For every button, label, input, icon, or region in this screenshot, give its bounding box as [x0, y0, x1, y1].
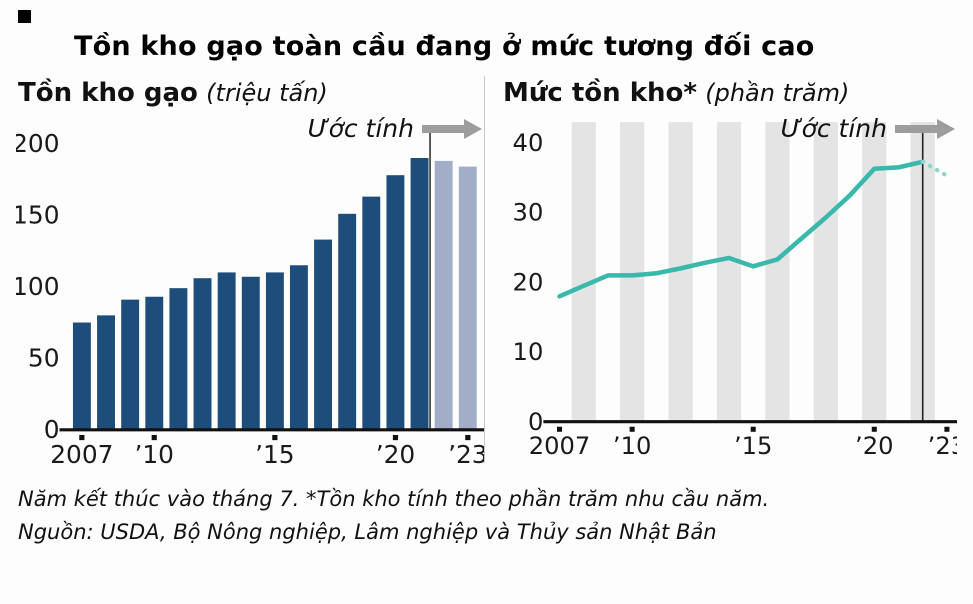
svg-text:’10: ’10	[134, 440, 174, 469]
svg-text:’15: ’15	[734, 432, 773, 460]
svg-text:10: 10	[513, 338, 544, 366]
stocks-heading-unit: (triệu tấn)	[206, 79, 328, 107]
svg-text:50: 50	[28, 344, 60, 373]
rice-stocks-bar-chart: 0 50 100 150 200 2007 ’10 ’15 ’20 ’23	[16, 128, 484, 469]
svg-text:’23: ’23	[448, 440, 484, 469]
svg-text:150: 150	[16, 201, 59, 230]
stock-level-heading-unit: (phần trăm)	[705, 79, 850, 107]
svg-text:40: 40	[513, 129, 544, 157]
svg-text:20: 20	[513, 268, 544, 296]
svg-text:0: 0	[528, 408, 543, 436]
stock-level-panel: Mức tồn kho* (phần trăm) Ước tính 0 10 20 3…	[485, 74, 957, 471]
stocks-chart-area: Ước tính 0 50 100 150 200 2007 ’10 ’15 ’20 ’23	[16, 114, 484, 471]
svg-text:’23: ’23	[928, 432, 957, 460]
stocks-heading-label: Tồn kho gạo	[18, 78, 198, 108]
svg-text:2007: 2007	[529, 432, 591, 460]
footnote-text: Năm kết thúc vào tháng 7. *Tồn kho tính …	[18, 487, 770, 512]
svg-text:’15: ’15	[255, 440, 294, 469]
panel-divider	[484, 76, 485, 464]
estimate-arrow-icon	[895, 118, 955, 139]
source-text: Nguồn: USDA, Bộ Nông nghiệp, Lâm nghiệp …	[18, 519, 717, 544]
chart-title: Tồn kho gạo toàn cầu đang ở mức tương đố…	[74, 31, 815, 62]
chart-panels: Tồn kho gạo (triệu tấn) Ước tính 0 50 100 1…	[16, 74, 957, 471]
corner-marker	[18, 10, 31, 23]
stock-level-chart-area: Ước tính 0 10 20 30 40 2007 ’10 ’15 ’20 ’23	[501, 114, 957, 462]
stocks-estimate-callout: Ước tính	[308, 114, 482, 143]
svg-text:200: 200	[16, 129, 59, 158]
svg-text:100: 100	[16, 272, 59, 301]
stock-level-estimate-label: Ước tính	[780, 114, 887, 143]
svg-text:0: 0	[44, 415, 60, 444]
stock-level-estimate-callout: Ước tính	[781, 114, 955, 143]
svg-text:’20: ’20	[376, 440, 416, 469]
footnotes: Năm kết thúc vào tháng 7. *Tồn kho tính …	[18, 483, 957, 548]
estimate-arrow-icon	[422, 118, 482, 139]
stock-level-heading-label: Mức tồn kho*	[503, 78, 697, 108]
stocks-estimate-label: Ước tính	[307, 114, 414, 143]
stocks-panel: Tồn kho gạo (triệu tấn) Ước tính 0 50 100 1…	[16, 74, 484, 471]
stocks-panel-heading: Tồn kho gạo (triệu tấn)	[18, 78, 484, 108]
svg-text:’20: ’20	[855, 432, 894, 460]
stock-level-line-chart: 0 10 20 30 40 2007 ’10 ’15 ’20 ’23	[513, 122, 957, 460]
svg-text:’10: ’10	[613, 432, 652, 460]
svg-text:2007: 2007	[50, 440, 113, 469]
svg-text:30: 30	[513, 199, 544, 227]
stock-level-panel-heading: Mức tồn kho* (phần trăm)	[503, 78, 957, 108]
